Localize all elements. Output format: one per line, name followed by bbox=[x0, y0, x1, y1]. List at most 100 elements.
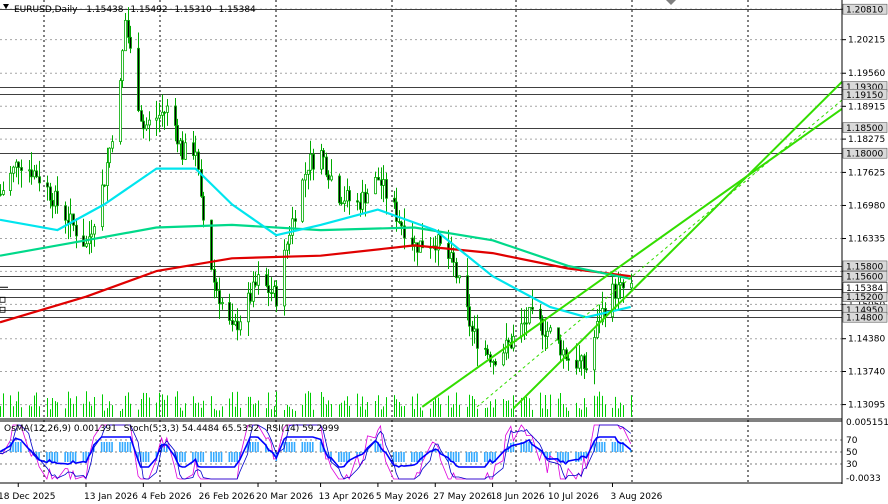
symbol-header: EURUSD,Daily 1.15438 1.15492 1.15310 1.1… bbox=[14, 5, 256, 15]
candle-body bbox=[291, 218, 294, 236]
indicator-tick-label: 50 bbox=[846, 448, 858, 458]
candle-body bbox=[288, 234, 291, 245]
candle-body bbox=[307, 169, 310, 175]
ma-slow-line bbox=[0, 244, 631, 324]
candle-body bbox=[108, 147, 111, 164]
candle-body bbox=[129, 36, 132, 49]
candle-body bbox=[0, 193, 2, 196]
candle-body bbox=[158, 114, 161, 119]
price-tick-label: 1.17625 bbox=[848, 168, 885, 178]
price-tick-label: 1.13095 bbox=[848, 401, 885, 411]
chart-collapse-icon[interactable] bbox=[3, 4, 9, 9]
candle-body bbox=[580, 355, 583, 362]
candle-body bbox=[49, 186, 52, 201]
price-tick-label: 1.20215 bbox=[848, 36, 885, 46]
candle-body bbox=[330, 175, 333, 181]
candle-body bbox=[275, 286, 278, 307]
candle-body bbox=[340, 202, 343, 205]
level-tag bbox=[842, 3, 888, 15]
candle-body bbox=[56, 190, 59, 207]
candle-body bbox=[562, 349, 565, 356]
time-tick-label: 10 Jul 2026 bbox=[548, 492, 599, 502]
candle-body bbox=[356, 200, 359, 203]
candle-body bbox=[249, 292, 252, 302]
candle-body bbox=[546, 330, 549, 337]
candle-body bbox=[541, 318, 544, 336]
candle-body bbox=[181, 140, 184, 160]
level-tag bbox=[842, 270, 888, 282]
candle-body bbox=[361, 191, 364, 210]
candle-body bbox=[601, 308, 604, 323]
candle-body bbox=[575, 359, 578, 369]
candle-body bbox=[348, 190, 351, 202]
candle-body bbox=[377, 177, 380, 181]
candle-body bbox=[374, 177, 377, 195]
candle-body bbox=[194, 151, 197, 156]
candle-body bbox=[247, 292, 250, 323]
ma-mid-line bbox=[0, 223, 631, 280]
candle-body bbox=[403, 225, 406, 239]
candle-body bbox=[338, 175, 341, 204]
channel-mid-line[interactable] bbox=[476, 99, 843, 408]
time-tick-label: 13 Apr 2026 bbox=[319, 492, 375, 502]
time-axis: 18 Dec 2025 13 Jan 2026 4 Feb 2026 26 Feb 2… bbox=[0, 483, 663, 502]
candle-body bbox=[614, 283, 617, 299]
candle-body bbox=[161, 111, 164, 116]
candle-body bbox=[539, 308, 542, 320]
indicator-panel: OsMA(12,26,9) 0.001391 Stoch(5,3,3) 54.4… bbox=[0, 424, 842, 481]
level-handle[interactable] bbox=[0, 296, 6, 303]
time-tick-label: 18 Jun 2026 bbox=[491, 492, 545, 502]
candle-body bbox=[617, 284, 620, 299]
candle-body bbox=[218, 290, 221, 304]
stoch-main-line bbox=[0, 424, 631, 480]
candle-body bbox=[265, 274, 268, 287]
level-tag-label: 1.20810 bbox=[846, 6, 883, 16]
candle-body bbox=[213, 269, 216, 283]
candle-body bbox=[51, 199, 54, 207]
grid bbox=[0, 0, 842, 483]
candle-body bbox=[619, 282, 622, 286]
level-handle[interactable] bbox=[0, 306, 6, 313]
candle-body bbox=[252, 281, 255, 302]
candle-body bbox=[611, 283, 614, 318]
candle-body bbox=[228, 302, 231, 321]
level-tag bbox=[842, 122, 888, 133]
candle-body bbox=[567, 358, 570, 361]
candle-body bbox=[322, 150, 325, 158]
indicator-axis: 0.005151 70 50 30 -0.0033 bbox=[846, 418, 888, 484]
candle-body bbox=[20, 167, 23, 171]
candle-body bbox=[585, 368, 588, 371]
level-tag-label: 1.18000 bbox=[846, 150, 883, 160]
candle-body bbox=[528, 306, 531, 324]
price-tick-label: 1.19560 bbox=[848, 69, 885, 79]
candle-body bbox=[630, 282, 633, 289]
time-tick-label: 5 May 2026 bbox=[376, 492, 429, 502]
candle-body bbox=[46, 182, 49, 188]
candle-body bbox=[458, 275, 461, 279]
candle-body bbox=[121, 50, 124, 82]
channel-lower-line[interactable] bbox=[512, 81, 843, 410]
candle-body bbox=[309, 153, 312, 171]
candle-body bbox=[447, 243, 450, 259]
candle-body bbox=[163, 111, 166, 114]
candle-body bbox=[421, 240, 424, 249]
trend-channel[interactable] bbox=[421, 81, 843, 410]
chart-shift-icon[interactable] bbox=[666, 0, 676, 5]
level-tag-label: 1.18500 bbox=[846, 124, 883, 134]
candle-body bbox=[468, 306, 471, 327]
candle-body bbox=[549, 327, 552, 332]
candle-body bbox=[119, 80, 122, 143]
candle-body bbox=[166, 105, 169, 113]
candle-body bbox=[578, 360, 581, 369]
level-tag-label: 1.19300 bbox=[846, 83, 883, 93]
indicator-tick-label: 70 bbox=[846, 436, 858, 446]
candle-body bbox=[106, 162, 109, 187]
candle-body bbox=[327, 174, 330, 181]
candle-body bbox=[148, 119, 151, 126]
candle-body bbox=[301, 179, 304, 222]
candle-body bbox=[140, 110, 143, 122]
level-tag bbox=[842, 311, 888, 323]
